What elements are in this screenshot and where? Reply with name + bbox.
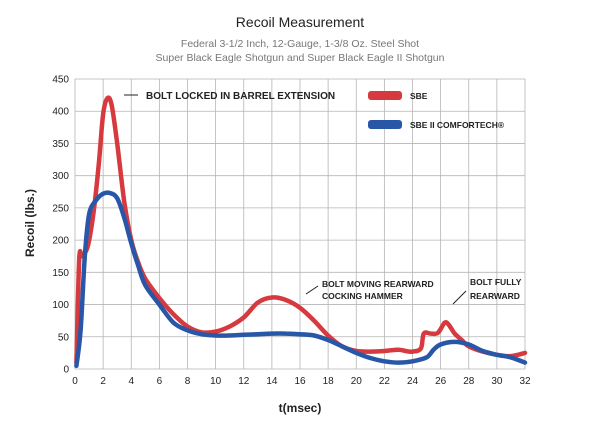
annotation-bolt-moving-line-2: COCKING HAMMER (322, 291, 403, 301)
annotation-pointer-bolt-fully (452, 290, 467, 305)
x-tick-label: 0 (72, 376, 78, 387)
x-tick-label: 18 (323, 376, 335, 387)
y-tick-label: 50 (58, 332, 70, 343)
tick-labels: 0 2 4 6 8 10 12 14 16 18 20 22 24 26 28 30 3205010015020… (52, 75, 531, 388)
y-tick-label: 100 (52, 300, 69, 311)
chart-subtitle-line-1: Federal 3-1/2 Inch, 12-Gauge, 1-3/8 Oz. … (180, 38, 420, 50)
legend-swatch-sbe (368, 91, 402, 100)
chart-subtitle-line-2: Super Black Eagle Shotgun and Super Blac… (155, 52, 445, 64)
x-tick-label: 22 (379, 376, 391, 387)
series-line-sbe-ii (74, 190, 528, 369)
annotation-bolt-fully-line-2: REARWARD (470, 291, 520, 301)
x-tick-label: 26 (435, 376, 447, 387)
y-tick-label: 0 (63, 365, 69, 376)
y-tick-label: 200 (52, 236, 69, 247)
annotation-bolt-locked: BOLT LOCKED IN BARREL EXTENSION (146, 91, 335, 102)
x-tick-label: 4 (128, 376, 134, 387)
y-axis-title: Recoil (lbs.) (23, 189, 37, 257)
annotation-pointer-bolt-moving (305, 285, 319, 295)
legend-label-sbe: SBE (410, 91, 428, 101)
y-tick-label: 450 (52, 75, 69, 86)
x-tick-label: 32 (519, 376, 531, 387)
y-tick-label: 350 (52, 139, 69, 150)
x-tick-label: 2 (100, 376, 106, 387)
x-tick-label: 14 (266, 376, 278, 387)
x-tick-label: 20 (351, 376, 363, 387)
chart-title: Recoil Measurement (235, 14, 365, 30)
x-tick-label: 30 (491, 376, 503, 387)
annotation-bolt-fully-line-1: BOLT FULLY (470, 277, 522, 287)
annotation-bolt-moving-line-1: BOLT MOVING REARWARD (322, 279, 434, 289)
y-tick-label: 300 (52, 171, 69, 182)
x-tick-label: 6 (157, 376, 163, 387)
x-tick-label: 8 (185, 376, 191, 387)
x-tick-label: 16 (294, 376, 306, 387)
x-tick-label: 12 (238, 376, 250, 387)
y-tick-label: 150 (52, 268, 69, 279)
legend: SBE SBE II COMFORTECH® (368, 91, 505, 130)
legend-label-sbe-ii: SBE II COMFORTECH® (410, 120, 505, 130)
x-tick-label: 10 (210, 376, 222, 387)
y-tick-label: 250 (52, 203, 69, 214)
y-tick-label: 400 (52, 107, 69, 118)
legend-swatch-sbe-ii (368, 120, 402, 129)
series-line-sbe (74, 95, 528, 365)
x-tick-label: 24 (407, 376, 419, 387)
annotations: BOLT LOCKED IN BARREL EXTENSION BOLT MOV… (124, 91, 522, 305)
series-lines (74, 95, 528, 369)
grid (74, 78, 526, 370)
x-axis-title: t(msec) (279, 401, 322, 415)
x-tick-label: 28 (463, 376, 475, 387)
